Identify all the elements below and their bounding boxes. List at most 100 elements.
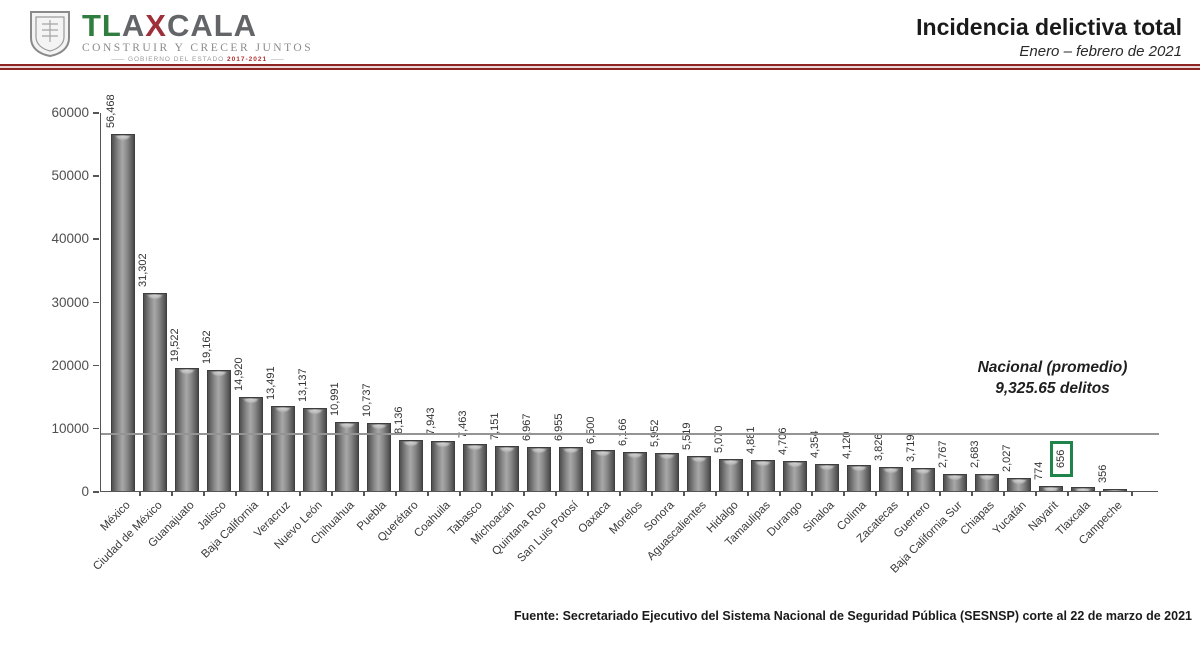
bar-highlight-cap [690, 458, 708, 464]
bar-highlight-cap [786, 463, 804, 469]
header-separator-rule [0, 64, 1200, 70]
bar [431, 441, 455, 491]
bar [143, 293, 167, 491]
bar-value-label: 19,162 [202, 330, 213, 364]
y-tick-label: 40000 [51, 231, 89, 246]
bar-value-label: 2,027 [1002, 445, 1013, 473]
bar-value-label: 19,522 [170, 328, 181, 362]
y-tickmark [93, 365, 99, 367]
x-tickmark [683, 491, 685, 496]
bar [911, 468, 935, 491]
y-tickmark [93, 112, 99, 114]
bar [495, 446, 519, 491]
x-tickmark [971, 491, 973, 496]
bar [847, 465, 871, 491]
bar [751, 460, 775, 491]
logo-subtagline: —— GOBIERNO DEL ESTADO 2017-2021 —— [82, 57, 313, 64]
bar-highlight-cap [754, 462, 772, 468]
x-tickmark [427, 491, 429, 496]
bar-value-label: 5,070 [714, 425, 725, 453]
x-tickmark [235, 491, 237, 496]
wordmark-tl: TL [82, 8, 122, 43]
y-tick-label: 20000 [51, 358, 89, 373]
x-tickmark [395, 491, 397, 496]
bar-value-label: 2,767 [938, 440, 949, 468]
bar [815, 464, 839, 492]
y-tick-label: 50000 [51, 168, 89, 183]
bar-value-label: 8,136 [394, 406, 405, 434]
bar-highlight-cap [274, 408, 292, 414]
bar-highlight-cap [1010, 480, 1028, 486]
x-tickmark [203, 491, 205, 496]
state-shield-icon [28, 10, 72, 58]
y-tickmark [93, 302, 99, 304]
bar-highlight-cap [722, 461, 740, 467]
bar-value-label: 7,151 [490, 412, 501, 440]
bar-value-label: 4,881 [746, 427, 757, 455]
bar [1071, 487, 1095, 491]
bar [975, 474, 999, 491]
x-tickmark [619, 491, 621, 496]
bar-value-label: 2,683 [970, 441, 981, 469]
bar [1007, 478, 1031, 491]
bar [175, 368, 199, 491]
x-tickmark [875, 491, 877, 496]
national-average-value: 9,325.65 delitos [935, 379, 1170, 400]
x-tickmark [523, 491, 525, 496]
bar [879, 467, 903, 491]
bar-highlight-cap [1042, 488, 1060, 491]
x-tickmark [1035, 491, 1037, 496]
bar [623, 452, 647, 491]
bar-highlight-cap [530, 449, 548, 455]
national-average-line [101, 433, 1159, 435]
x-tickmark [715, 491, 717, 496]
bar-value-label: 4,706 [778, 428, 789, 456]
y-tick-label: 60000 [51, 105, 89, 120]
bar-value-label: 13,491 [266, 366, 277, 400]
bar-highlight-cap [562, 449, 580, 455]
bar-highlight-cap [210, 372, 228, 378]
x-tickmark [267, 491, 269, 496]
bar-value-label-highlighted: 656 [1050, 441, 1073, 477]
bar-highlight-cap [242, 399, 260, 405]
x-axis-label: Ciudad de México [16, 500, 166, 650]
bar-highlight-cap [626, 454, 644, 460]
bar-highlight-cap [946, 476, 964, 482]
bar [783, 461, 807, 491]
bar-value-label: 3,719 [906, 434, 917, 462]
source-note: Fuente: Secretariado Ejecutivo del Siste… [514, 609, 1192, 623]
bar [303, 408, 327, 491]
x-tickmark [555, 491, 557, 496]
bar-value-label: 7,943 [426, 407, 437, 435]
wordmark-a: A [122, 8, 145, 43]
page-subtitle: Enero – febrero de 2021 [916, 43, 1182, 60]
bar-highlight-cap [466, 446, 484, 452]
bar [1103, 489, 1127, 491]
x-tickmark [459, 491, 461, 496]
bar-highlight-cap [146, 295, 164, 301]
bar-value-label: 13,137 [298, 368, 309, 402]
bar-value-label: 10,991 [330, 382, 341, 416]
wordmark: TLAXCALA CONSTRUIR Y CRECER JUNTOS —— GO… [82, 10, 313, 63]
x-tickmark [171, 491, 173, 496]
bar-highlight-cap [882, 469, 900, 475]
x-tickmark [331, 491, 333, 496]
bar-value-label: 10,737 [362, 384, 373, 418]
bar [271, 406, 295, 491]
national-average-label: Nacional (promedio) [935, 358, 1170, 379]
x-tickmark [1003, 491, 1005, 496]
bar [687, 456, 711, 491]
y-tick-label: 0 [81, 484, 89, 499]
bar-highlight-cap [1074, 489, 1092, 491]
bar-value-label: 6,967 [522, 413, 533, 441]
bar-highlight-cap [306, 410, 324, 416]
bar [239, 397, 263, 491]
bar-value-label: 56,468 [106, 95, 117, 129]
bar-value-label: 774 [1034, 462, 1045, 480]
bar-highlight-cap [434, 443, 452, 449]
bar [111, 134, 135, 491]
bar-highlight-cap [338, 424, 356, 430]
x-tickmark [747, 491, 749, 496]
bar [655, 453, 679, 491]
x-tickmark [139, 491, 141, 496]
